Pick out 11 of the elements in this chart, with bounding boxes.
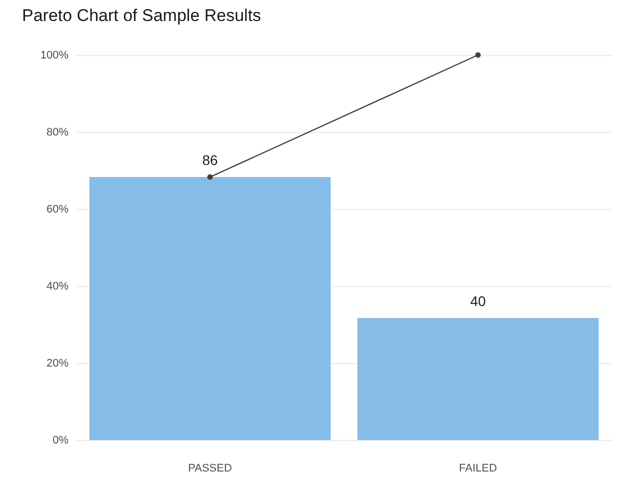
y-tick-label: 80% — [46, 126, 69, 138]
x-tick-label: PASSED — [188, 462, 232, 474]
y-tick-label: 0% — [52, 434, 69, 446]
y-tick-label: 20% — [46, 358, 69, 370]
chart-title: Pareto Chart of Sample Results — [22, 6, 262, 25]
x-tick-label: FAILED — [459, 462, 498, 474]
annotation: 40 — [470, 292, 486, 309]
y-tick-label: 40% — [46, 280, 69, 292]
annotation: 86 — [202, 152, 218, 168]
y-tick-label: 100% — [40, 50, 69, 62]
y-tick-label: 60% — [46, 204, 69, 216]
